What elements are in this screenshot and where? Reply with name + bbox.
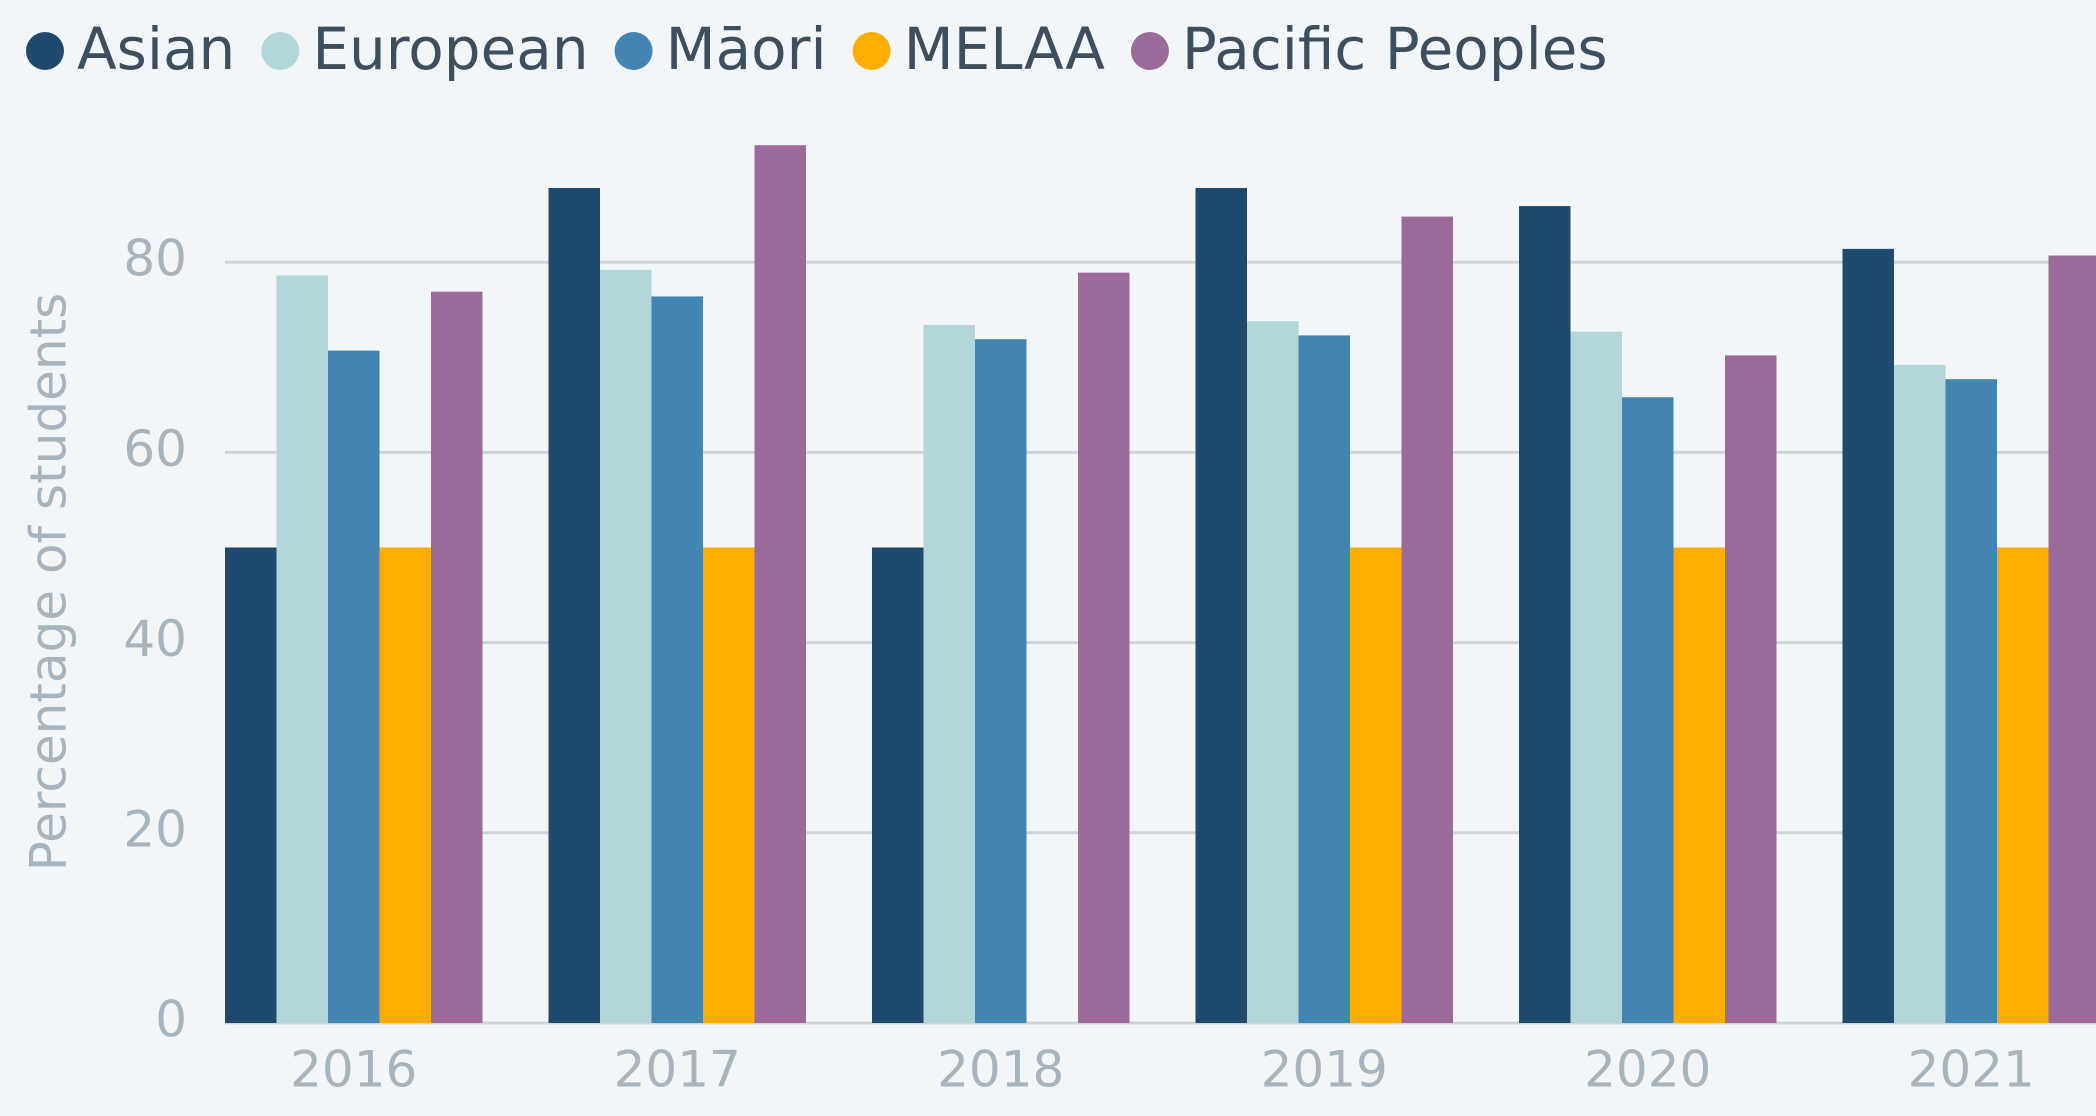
bar bbox=[703, 547, 755, 1023]
bar bbox=[872, 547, 924, 1023]
bar bbox=[1078, 272, 1130, 1023]
legend-marker bbox=[614, 32, 653, 70]
bar bbox=[1298, 335, 1350, 1023]
bar bbox=[600, 269, 652, 1024]
bar bbox=[548, 188, 600, 1024]
legend-label: Asian bbox=[77, 15, 235, 83]
bar bbox=[431, 291, 483, 1023]
bar bbox=[1842, 248, 1894, 1024]
y-tick-label: 60 bbox=[123, 420, 187, 478]
legend-marker bbox=[852, 32, 891, 70]
bar bbox=[2048, 255, 2096, 1024]
y-tick-label: 0 bbox=[155, 991, 187, 1049]
legend-marker bbox=[1130, 32, 1169, 70]
bar bbox=[328, 350, 380, 1023]
legend-marker bbox=[261, 32, 300, 70]
x-tick-label: 2019 bbox=[1261, 1041, 1388, 1099]
bar bbox=[1894, 364, 1946, 1024]
legend-marker bbox=[26, 32, 64, 70]
bar bbox=[225, 547, 277, 1023]
bar bbox=[1945, 379, 1997, 1024]
x-tick-label: 2016 bbox=[290, 1041, 417, 1099]
bar bbox=[379, 547, 431, 1023]
x-tick-label: 2018 bbox=[937, 1041, 1064, 1099]
x-tick-label: 2021 bbox=[1908, 1041, 2035, 1099]
bar bbox=[1570, 331, 1622, 1023]
bar bbox=[923, 324, 975, 1023]
bar bbox=[1401, 216, 1453, 1023]
bar bbox=[1673, 547, 1725, 1023]
legend-label: Pacific Peoples bbox=[1182, 15, 1608, 83]
bar bbox=[1725, 355, 1777, 1023]
y-tick-label: 80 bbox=[123, 230, 187, 288]
legend-label: European bbox=[312, 15, 588, 83]
bar bbox=[1350, 547, 1402, 1023]
legend-label: Māori bbox=[666, 15, 827, 83]
bar bbox=[1519, 206, 1571, 1023]
x-tick-label: 2017 bbox=[614, 1041, 741, 1099]
bar bbox=[651, 296, 703, 1023]
bar bbox=[754, 145, 806, 1024]
bar bbox=[1997, 547, 2049, 1023]
y-axis-title: Percentage of students bbox=[20, 293, 78, 871]
x-tick-label: 2020 bbox=[1584, 1041, 1711, 1099]
bar bbox=[1622, 397, 1674, 1023]
bar bbox=[975, 339, 1027, 1024]
legend-label: MELAA bbox=[904, 15, 1106, 83]
y-tick-label: 40 bbox=[123, 610, 187, 668]
bar bbox=[1195, 188, 1247, 1024]
bar bbox=[276, 275, 328, 1023]
bar bbox=[1247, 321, 1299, 1023]
y-tick-label: 20 bbox=[123, 800, 187, 858]
